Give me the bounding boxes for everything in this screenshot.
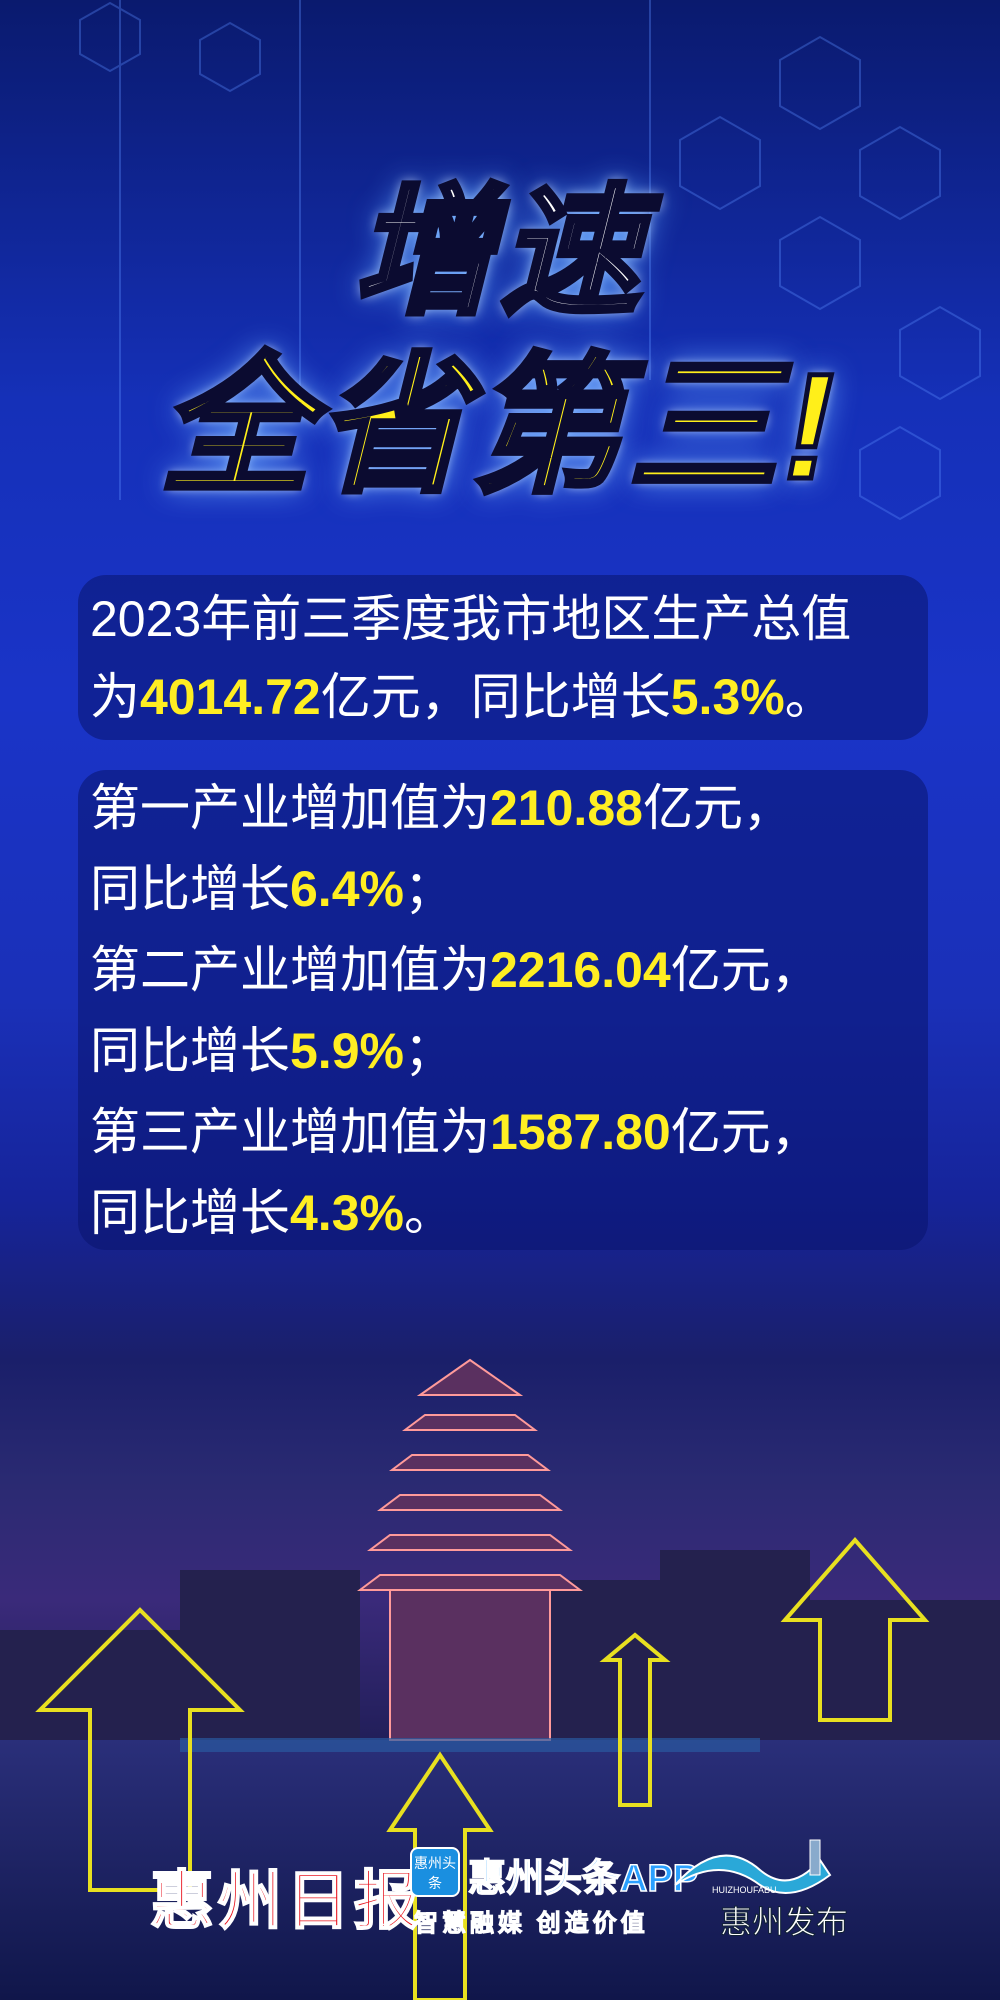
river — [0, 1740, 1000, 2000]
city-skyline — [0, 1550, 1000, 1740]
text: 同比增长 — [90, 1023, 290, 1079]
text: 亿元， — [670, 1104, 821, 1160]
text: 。 — [784, 669, 835, 725]
footer-logos: 惠州日报 惠州头条 惠州头条APP 智慧融媒 创造价值 HUIZHOUFABU … — [0, 1835, 1000, 1945]
huizhou-fabu-logo: HUIZHOUFABU 惠州发布 — [670, 1835, 850, 1945]
text: 亿元，同比增长 — [320, 669, 671, 725]
text: 第一产业增加值为 — [90, 780, 490, 836]
toutiao-slogan: 智慧融媒 创造价值 — [414, 1910, 649, 1938]
arrow-up-icon — [599, 1632, 671, 1807]
huizhou-daily-logo: 惠州日报 — [149, 1863, 422, 1940]
industry-3-value: 1587.80 — [490, 1104, 671, 1160]
headline-line1: 增速 — [351, 172, 646, 334]
industry-2-growth-line: 同比增长5.9%； — [90, 1011, 970, 1092]
hexagon-network-decoration — [79, 0, 981, 521]
industry-1-growth-line: 同比增长6.4%； — [90, 849, 970, 930]
summary-paragraph: 2023年前三季度我市地区生产总值 为4014.72亿元，同比增长5.3%。 — [90, 580, 970, 736]
industry-3-growth-line: 同比增长4.3%。 — [90, 1173, 970, 1254]
summary-backdrop — [78, 575, 928, 740]
text: 同比增长 — [90, 1185, 290, 1241]
industry-1-growth: 6.4% — [290, 861, 404, 917]
fabu-english: HUIZHOUFABU — [712, 1885, 777, 1895]
text: 第三产业增加值为 — [90, 1104, 490, 1160]
text: 亿元， — [670, 942, 821, 998]
text: 同比增长 — [90, 861, 290, 917]
industry-2-value-line: 第二产业增加值为2216.04亿元， — [90, 930, 970, 1011]
headline-line2: 全省第三! — [158, 340, 840, 513]
pagoda — [357, 1358, 583, 1741]
text: 第二产业增加值为 — [90, 942, 490, 998]
gdp-value: 4014.72 — [140, 669, 321, 725]
fabu-chinese: 惠州发布 — [719, 1903, 849, 1942]
summary-line1: 2023年前三季度我市地区生产总值 — [90, 591, 852, 647]
gdp-growth: 5.3% — [670, 669, 785, 725]
arrow-up-icon — [35, 1607, 245, 1892]
industries-backdrop — [78, 770, 928, 1250]
industry-3-value-line: 第三产业增加值为1587.80亿元， — [90, 1092, 970, 1173]
toutiao-app-icon: 惠州头条 — [410, 1847, 460, 1897]
industry-3-growth: 4.3% — [290, 1185, 404, 1241]
wave-pagoda-icon — [674, 1839, 832, 1894]
text: 亿元， — [642, 780, 793, 836]
toutiao-name: 惠州头条APP — [467, 1857, 699, 1901]
industry-1-value-line: 第一产业增加值为210.88亿元， — [90, 768, 970, 849]
text: ； — [403, 861, 454, 917]
text: 。 — [403, 1185, 454, 1241]
arrow-up-icon — [780, 1536, 930, 1722]
text: 为 — [90, 669, 140, 725]
industry-2-value: 2216.04 — [490, 942, 671, 998]
bridge — [180, 1738, 760, 1752]
text: ； — [403, 1023, 454, 1079]
industries-paragraph: 第一产业增加值为210.88亿元， 同比增长6.4%； 第二产业增加值为2216… — [90, 768, 970, 1254]
industry-1-value: 210.88 — [490, 780, 643, 836]
industry-2-growth: 5.9% — [290, 1023, 404, 1079]
night-city-scene — [0, 1358, 1000, 2000]
summary-line2: 为4014.72亿元，同比增长5.3%。 — [90, 658, 970, 736]
